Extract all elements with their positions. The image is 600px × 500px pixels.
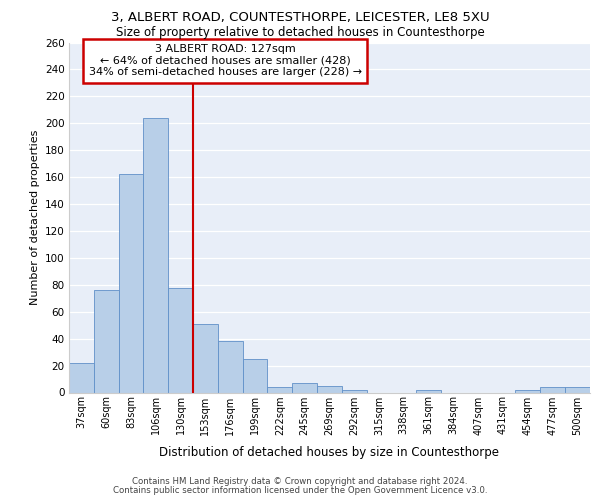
Text: Size of property relative to detached houses in Countesthorpe: Size of property relative to detached ho… [116,26,484,39]
Bar [540,387,565,392]
Bar [94,290,119,392]
Text: 3 ALBERT ROAD: 127sqm
← 64% of detached houses are smaller (428)
34% of semi-det: 3 ALBERT ROAD: 127sqm ← 64% of detached … [89,44,362,78]
Bar [268,387,292,392]
Bar [515,390,540,392]
Bar [218,342,242,392]
Bar [69,363,94,392]
Bar [565,387,590,392]
Bar [342,390,367,392]
Text: Contains public sector information licensed under the Open Government Licence v3: Contains public sector information licen… [113,486,487,495]
Bar [317,386,342,392]
Bar [193,324,218,392]
Text: 3, ALBERT ROAD, COUNTESTHORPE, LEICESTER, LE8 5XU: 3, ALBERT ROAD, COUNTESTHORPE, LEICESTER… [110,11,490,24]
X-axis label: Distribution of detached houses by size in Countesthorpe: Distribution of detached houses by size … [160,446,499,459]
Bar [292,383,317,392]
Text: Contains HM Land Registry data © Crown copyright and database right 2024.: Contains HM Land Registry data © Crown c… [132,477,468,486]
Y-axis label: Number of detached properties: Number of detached properties [29,130,40,305]
Bar [143,118,168,392]
Bar [168,288,193,393]
Bar [242,359,268,392]
Bar [416,390,441,392]
Bar [119,174,143,392]
